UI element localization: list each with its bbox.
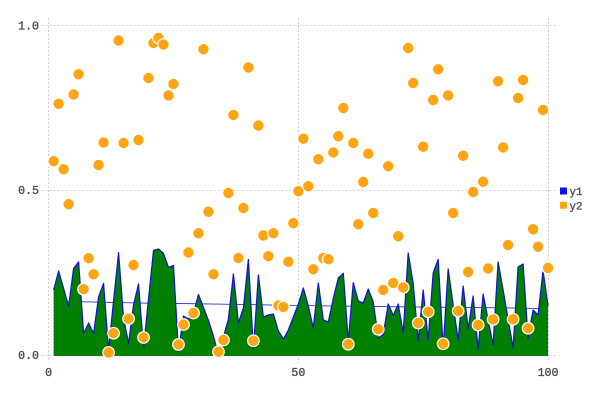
svg-text:1.0: 1.0 <box>18 20 39 33</box>
svg-text:0.0: 0.0 <box>18 350 39 363</box>
svg-text:0: 0 <box>45 367 52 380</box>
svg-text:0.5: 0.5 <box>18 185 39 198</box>
svg-text:y2: y2 <box>570 201 583 213</box>
svg-text:100: 100 <box>538 367 559 380</box>
svg-text:50: 50 <box>291 367 305 380</box>
svg-text:y1: y1 <box>570 187 583 199</box>
